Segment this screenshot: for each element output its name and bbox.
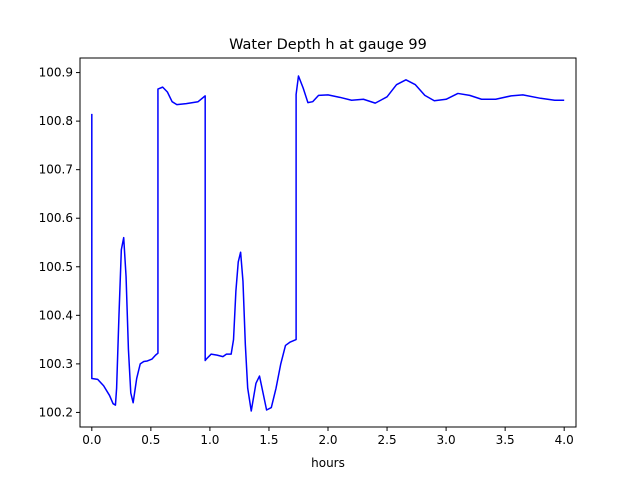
y-tick-label: 100.2 xyxy=(39,405,73,419)
x-tick-label: 4.0 xyxy=(555,433,574,447)
chart-title: Water Depth h at gauge 99 xyxy=(229,37,427,53)
x-tick-label: 0.5 xyxy=(141,433,160,447)
x-tick-label: 2.0 xyxy=(318,433,337,447)
series-layer xyxy=(91,75,565,412)
series-line xyxy=(91,75,565,412)
y-tick-label: 100.7 xyxy=(39,163,73,177)
y-tick-label: 100.5 xyxy=(39,260,73,274)
y-tick-label: 100.6 xyxy=(39,211,73,225)
x-tick-label: 3.0 xyxy=(437,433,456,447)
y-tick-label: 100.9 xyxy=(39,66,73,80)
x-tick-label: 0.0 xyxy=(82,433,101,447)
x-axis-label: hours xyxy=(311,456,345,470)
x-tick-label: 1.0 xyxy=(200,433,219,447)
x-axis: 0.0 0.5 1.0 1.5 2.0 2.5 3.0 3.5 4.0 xyxy=(82,427,574,447)
y-tick-label: 100.8 xyxy=(39,114,73,128)
x-tick-label: 1.5 xyxy=(259,433,278,447)
plot-frame xyxy=(79,57,577,428)
y-tick-label: 100.3 xyxy=(39,357,73,371)
x-tick-label: 3.5 xyxy=(496,433,515,447)
x-tick-label: 2.5 xyxy=(378,433,397,447)
y-axis: 100.2 100.3 100.4 100.5 100.6 100.7 100.8 100.9 xyxy=(39,66,80,419)
y-tick-label: 100.4 xyxy=(39,308,73,322)
